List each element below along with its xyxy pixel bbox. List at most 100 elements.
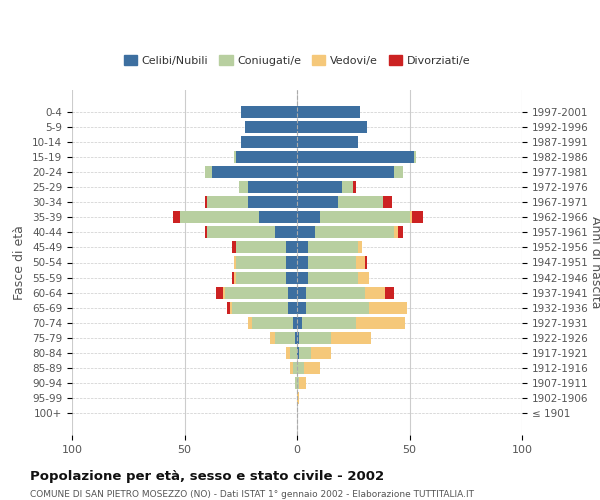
Bar [207,226,275,238]
Bar [297,317,302,329]
Bar [248,181,297,193]
Y-axis label: Anni di nascita: Anni di nascita [589,216,600,308]
Bar [297,106,360,118]
Bar [297,392,299,404]
Bar [365,256,367,268]
Bar [299,377,306,389]
Bar [306,286,365,298]
Bar [293,362,297,374]
Bar [232,242,236,254]
Bar [205,166,212,178]
Bar [320,211,409,224]
Bar [337,196,383,208]
Bar [229,302,232,314]
Bar [365,286,385,298]
Bar [239,181,248,193]
Bar [286,242,297,254]
Bar [358,242,362,254]
Bar [398,226,403,238]
Bar [414,151,416,163]
Bar [394,226,398,238]
Bar [259,211,297,224]
Bar [297,302,306,314]
Bar [290,362,293,374]
Bar [205,196,207,208]
Text: COMUNE DI SAN PIETRO MOSEZZO (NO) - Dati ISTAT 1° gennaio 2002 - Elaborazione TU: COMUNE DI SAN PIETRO MOSEZZO (NO) - Dati… [30,490,474,499]
Bar [297,166,394,178]
Bar [297,136,358,148]
Bar [223,286,225,298]
Bar [299,347,311,359]
Bar [297,151,414,163]
Bar [236,256,286,268]
Bar [308,242,358,254]
Bar [297,332,299,344]
Bar [236,151,297,163]
Bar [297,377,299,389]
Bar [342,181,353,193]
Bar [205,226,207,238]
Bar [173,211,180,224]
Bar [353,181,355,193]
Bar [275,332,295,344]
Bar [245,121,297,133]
Bar [297,347,299,359]
Bar [248,317,252,329]
Bar [293,317,297,329]
Bar [302,317,355,329]
Bar [297,256,308,268]
Text: Popolazione per età, sesso e stato civile - 2002: Popolazione per età, sesso e stato civil… [30,470,384,483]
Bar [232,272,234,283]
Bar [288,286,297,298]
Bar [216,286,223,298]
Bar [306,302,369,314]
Bar [297,196,337,208]
Bar [212,166,297,178]
Bar [369,302,407,314]
Bar [286,272,297,283]
Bar [232,302,288,314]
Bar [297,211,320,224]
Bar [304,362,320,374]
Legend: Celibi/Nubili, Coniugati/e, Vedovi/e, Divorziati/e: Celibi/Nubili, Coniugati/e, Vedovi/e, Di… [119,50,475,70]
Bar [286,347,290,359]
Bar [295,377,297,389]
Bar [295,332,297,344]
Bar [308,272,358,283]
Bar [241,136,297,148]
Bar [270,332,275,344]
Bar [288,302,297,314]
Bar [331,332,371,344]
Bar [358,272,369,283]
Bar [241,106,297,118]
Bar [236,272,286,283]
Bar [297,181,342,193]
Bar [394,166,403,178]
Bar [383,196,392,208]
Bar [385,286,394,298]
Bar [297,272,308,283]
Bar [355,317,405,329]
Bar [412,211,423,224]
Bar [355,256,365,268]
Bar [297,286,306,298]
Bar [286,256,297,268]
Bar [297,362,304,374]
Bar [308,256,355,268]
Bar [225,286,288,298]
Bar [297,121,367,133]
Bar [297,242,308,254]
Bar [297,226,315,238]
Bar [234,151,236,163]
Y-axis label: Fasce di età: Fasce di età [13,225,26,300]
Bar [234,272,236,283]
Bar [180,211,259,224]
Bar [290,347,297,359]
Bar [207,196,248,208]
Bar [275,226,297,238]
Bar [299,332,331,344]
Bar [409,211,412,224]
Bar [234,256,236,268]
Bar [248,196,297,208]
Bar [311,347,331,359]
